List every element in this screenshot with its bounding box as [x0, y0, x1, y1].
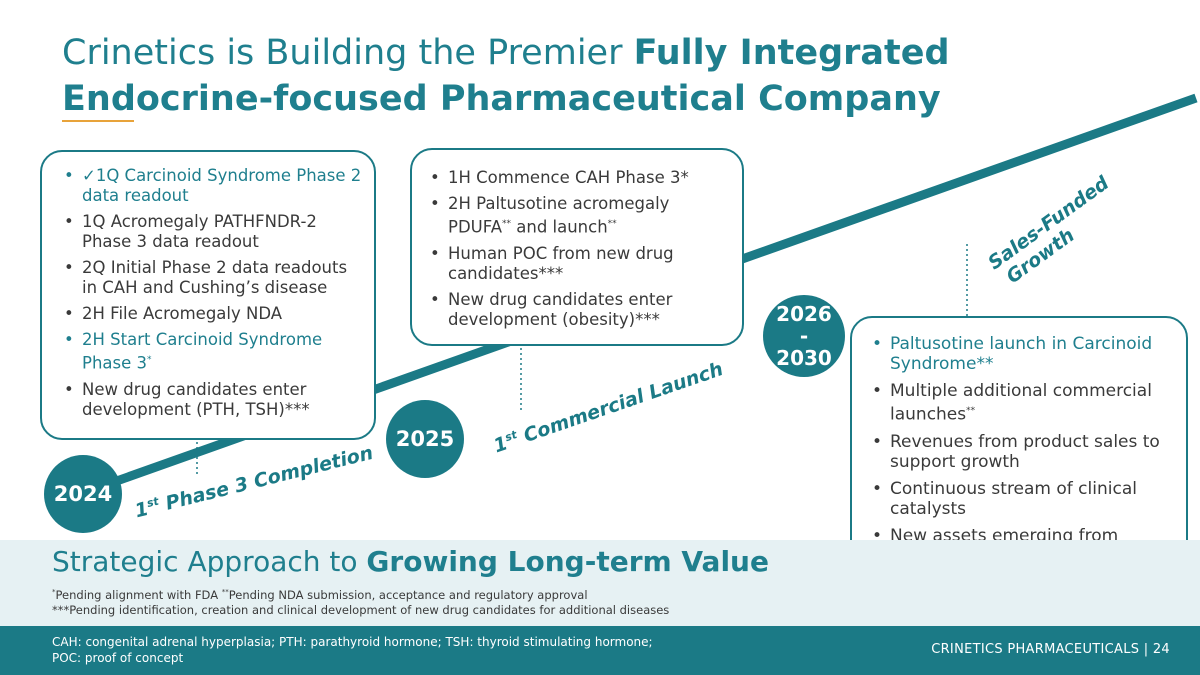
milestone-item: 2H File Acromegaly NDA	[62, 304, 362, 324]
footer-bar: CAH: congenital adrenal hyperplasia; PTH…	[0, 626, 1200, 675]
slide-title: Crinetics is Building the Premier Fully …	[62, 30, 1062, 122]
strategic-heading: Strategic Approach to Growing Long-term …	[52, 545, 769, 578]
year-circle-2025: 2025	[386, 400, 464, 478]
abbreviations: CAH: congenital adrenal hyperplasia; PTH…	[52, 635, 653, 665]
milestone-item: Continuous stream of clinical catalysts	[870, 479, 1174, 519]
milestone-item: Human POC from new drug candidates***	[428, 244, 730, 284]
milestone-item: Multiple additional commercial launches*…	[870, 381, 1174, 425]
milestone-item: New drug candidates enter development (o…	[428, 290, 730, 330]
strategic-band	[0, 540, 1200, 626]
milestone-item: 2Q Initial Phase 2 data readouts in CAH …	[62, 258, 362, 298]
milestone-item: ✓1Q Carcinoid Syndrome Phase 2 data read…	[62, 166, 362, 206]
footnote-2: ***Pending identification, creation and …	[52, 603, 670, 617]
milestone-item: 2H Start Carcinoid Syndrome Phase 3*	[62, 330, 362, 374]
milestone-box-2024: ✓1Q Carcinoid Syndrome Phase 2 data read…	[40, 150, 376, 440]
milestone-item: 1Q Acromegaly PATHFNDR-2 Phase 3 data re…	[62, 212, 362, 252]
milestone-item: New drug candidates enter development (P…	[62, 380, 362, 420]
milestone-box-2025: 1H Commence CAH Phase 3* 2H Paltusotine …	[410, 148, 744, 346]
footnote-1: *Pending alignment with FDA **Pending ND…	[52, 588, 588, 602]
milestone-item: Revenues from product sales to support g…	[870, 432, 1174, 472]
title-underline	[62, 120, 134, 122]
milestone-item: 2H Paltusotine acromegaly PDUFA** and la…	[428, 194, 730, 238]
title-bold-line2: Endocrine-focused Pharmaceutical Company	[62, 79, 941, 119]
title-plain: Crinetics is Building the Premier	[62, 33, 634, 73]
milestone-item: Paltusotine launch in Carcinoid Syndrome…	[870, 334, 1174, 374]
year-circle-2024: 2024	[44, 455, 122, 533]
year-circle-2026-2030: 2026 - 2030	[763, 295, 845, 377]
title-bold-line1: Fully Integrated	[633, 33, 950, 73]
milestone-item: 1H Commence CAH Phase 3*	[428, 168, 730, 188]
brand-page-number: CRINETICS PHARMACEUTICALS | 24	[931, 642, 1170, 657]
